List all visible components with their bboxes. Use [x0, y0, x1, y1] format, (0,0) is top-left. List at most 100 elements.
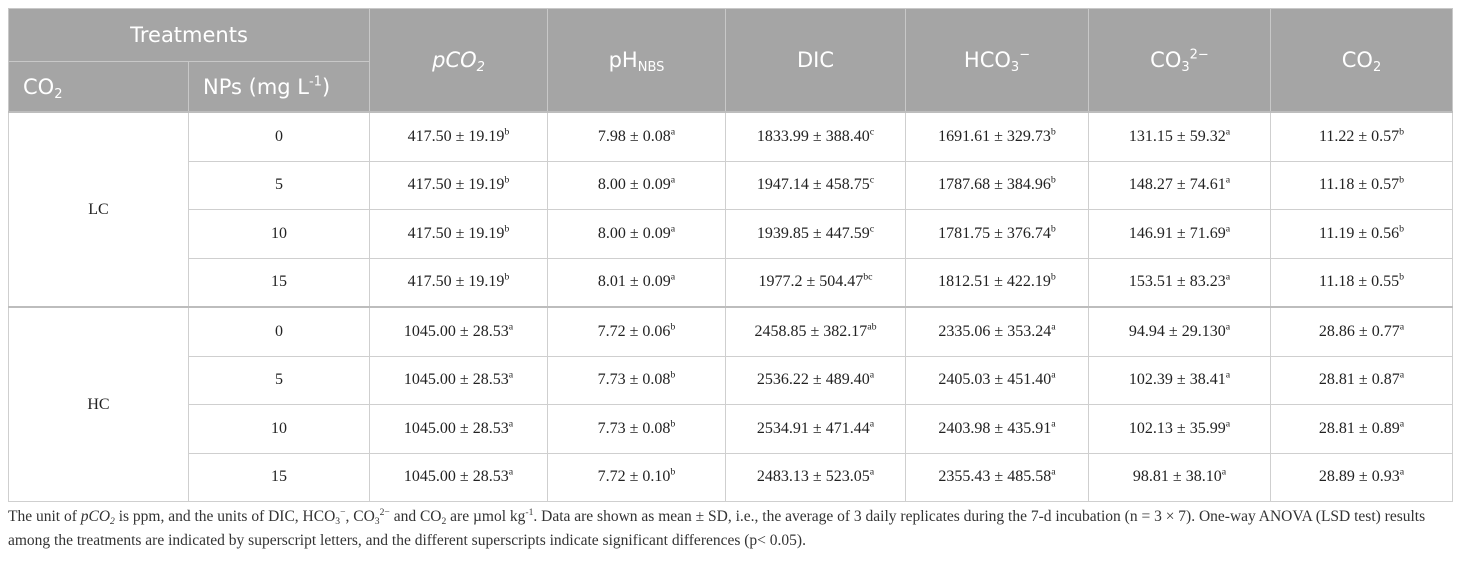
value-cell: 98.81 ± 38.10a — [1088, 452, 1272, 502]
value: 2534.91 ± 471.44 — [756, 419, 870, 437]
subscript: 2 — [54, 86, 63, 102]
value: 417.50 ± 19.19 — [407, 176, 505, 194]
text: DIC — [797, 48, 835, 72]
value-cell: 2458.85 ± 382.17ab — [725, 306, 907, 357]
value: 28.81 ± 0.87 — [1318, 371, 1400, 389]
value: 8.00 ± 0.09 — [597, 224, 671, 242]
value: 28.86 ± 0.77 — [1318, 322, 1400, 340]
significance: a — [1399, 418, 1405, 430]
significance: b — [504, 174, 510, 186]
significance: a — [1399, 466, 1405, 478]
footnote-text: and CO — [389, 508, 442, 525]
value: 2403.98 ± 435.91 — [938, 419, 1052, 437]
value: 28.81 ± 0.89 — [1318, 419, 1400, 437]
value-cell: 1691.61 ± 329.73b — [905, 111, 1090, 162]
significance: b — [1050, 126, 1056, 138]
table-row: HC 0 1045.00 ± 28.53a 7.72 ± 0.06b 2458.85 ±… — [8, 306, 1454, 502]
header-cell: NPs (mg L-1) — [187, 61, 371, 113]
superscript: − — [1019, 47, 1031, 63]
significance: b — [1050, 271, 1056, 283]
value: 8.00 ± 0.09 — [597, 176, 671, 194]
significance: a — [1051, 418, 1056, 430]
group-cell: HC — [8, 306, 189, 502]
value-cell: 1787.68 ± 384.96b — [905, 160, 1090, 210]
superscript: -1 — [308, 74, 322, 90]
value: 2536.22 ± 489.40 — [756, 371, 870, 389]
text: CO — [1341, 48, 1373, 72]
value-cell: 146.91 ± 71.69a — [1088, 209, 1272, 259]
subscript: 3 — [1010, 59, 1020, 75]
value-cell: 417.50 ± 19.19b — [369, 160, 549, 210]
value-cell: 11.22 ± 0.57b — [1270, 111, 1454, 162]
footnote-text: − — [340, 506, 346, 518]
footnote-text: 2− — [379, 506, 390, 518]
significance: b — [670, 321, 676, 333]
significance: c — [869, 223, 875, 235]
value-cell: 1045.00 ± 28.53a — [369, 306, 549, 357]
table-row: LC 0 417.50 ± 19.19b 7.98 ± 0.08a 1833.99 ± … — [8, 111, 1454, 308]
significance: bc — [863, 271, 873, 283]
value: 94.94 ± 29.130 — [1128, 322, 1226, 340]
value: 1045.00 ± 28.53 — [403, 322, 509, 340]
value: 28.89 ± 0.93 — [1318, 468, 1400, 486]
significance: b — [1050, 174, 1056, 186]
value: 1833.99 ± 388.40 — [756, 127, 870, 145]
np-cell: 15 — [187, 257, 371, 308]
significance: b — [504, 126, 510, 138]
significance: a — [1225, 126, 1231, 138]
group-cell: LC — [8, 111, 189, 308]
value-cell: 8.00 ± 0.09a — [547, 160, 727, 210]
value: 146.91 ± 71.69 — [1128, 224, 1226, 242]
text: CO — [1150, 48, 1182, 72]
header-cell: CO2 — [1270, 8, 1454, 113]
value-cell: 2536.22 ± 489.40a — [725, 355, 907, 405]
significance: a — [869, 369, 875, 381]
value-cell: 1812.51 ± 422.19b — [905, 257, 1090, 308]
footnote-text: is ppm, and the units of DIC, HCO — [114, 508, 336, 525]
superscript: 2− — [1189, 47, 1209, 63]
text: ) — [321, 74, 331, 99]
np-cell: 0 — [187, 111, 371, 162]
significance: a — [508, 321, 514, 333]
value: 1045.00 ± 28.53 — [403, 419, 509, 437]
significance: b — [1399, 126, 1405, 138]
value-cell: 28.81 ± 0.89a — [1270, 404, 1454, 454]
value: 7.73 ± 0.08 — [597, 371, 671, 389]
table-row: 10 1045.00 ± 28.53a 7.73 ± 0.08b 2534.91 ± … — [9, 404, 1454, 454]
value-cell: 1947.14 ± 458.75c — [725, 160, 907, 210]
significance: b — [1399, 174, 1405, 186]
value: 2458.85 ± 382.17 — [754, 322, 868, 340]
header-row: Treatments pCO2 pHNBS DIC HCO3− CO32− CO2 — [7, 8, 1454, 113]
footnote-text: 2 — [441, 515, 447, 527]
significance: a — [1225, 223, 1231, 235]
significance: a — [1051, 466, 1056, 478]
value-cell: 94.94 ± 29.130a — [1088, 306, 1272, 357]
value-cell: 11.19 ± 0.56b — [1270, 209, 1454, 259]
value-cell: 1045.00 ± 28.53a — [369, 404, 549, 454]
significance: a — [1051, 369, 1056, 381]
value-cell: 148.27 ± 74.61a — [1088, 160, 1272, 210]
value: 11.19 ± 0.56 — [1318, 224, 1400, 242]
value: 1812.51 ± 422.19 — [938, 273, 1051, 291]
text: HCO — [963, 48, 1011, 72]
significance: a — [869, 418, 875, 430]
value-cell: 28.89 ± 0.93a — [1270, 452, 1454, 502]
value-cell: 7.72 ± 0.10b — [547, 452, 727, 502]
significance: a — [508, 418, 514, 430]
text: pH — [608, 48, 638, 72]
value-cell: 102.39 ± 38.41a — [1088, 355, 1272, 405]
np-cell: 0 — [187, 306, 371, 357]
significance: b — [1399, 271, 1405, 283]
value-cell: 7.73 ± 0.08b — [547, 355, 727, 405]
value-cell: 1977.2 ± 504.47bc — [725, 257, 907, 308]
significance: b — [504, 223, 510, 235]
value: 417.50 ± 19.19 — [407, 224, 505, 242]
np-cell: 10 — [187, 404, 371, 454]
footnote-text: pCO — [80, 508, 111, 525]
table-wrap: Treatments pCO2 pHNBS DIC HCO3− CO32− CO2 CO2 NP… — [7, 8, 1454, 502]
value: 2483.13 ± 523.05 — [756, 468, 870, 486]
table-header: Treatments pCO2 pHNBS DIC HCO3− CO32− CO2 CO2 NP… — [7, 8, 1454, 113]
footnote-text: -1 — [525, 506, 534, 518]
header-cell: CO2 — [8, 61, 189, 113]
